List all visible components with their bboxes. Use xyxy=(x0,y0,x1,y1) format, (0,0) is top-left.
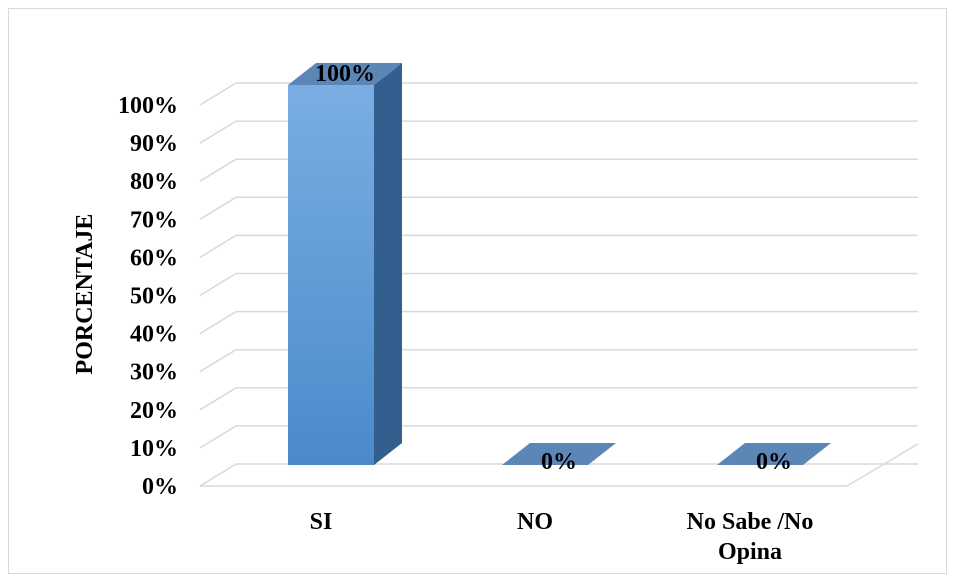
gridline-diagonal xyxy=(199,158,237,182)
y-tick-label: 10% xyxy=(130,436,178,462)
category-label: NO xyxy=(517,509,553,535)
data-label: 0% xyxy=(541,449,577,475)
y-axis-label: PORCENTAJE xyxy=(72,214,98,375)
category-label: SI xyxy=(310,509,333,535)
gridline-diagonal xyxy=(199,425,237,449)
y-tick-label: 30% xyxy=(130,360,178,386)
bar-no xyxy=(502,443,616,465)
y-tick-label: 20% xyxy=(130,398,178,424)
gridline-diagonal xyxy=(199,82,237,106)
category-label: No Sabe /No Opina xyxy=(687,509,814,565)
gridline-diagonal xyxy=(199,349,237,373)
bar-top xyxy=(288,63,402,85)
y-tick-label: 0% xyxy=(142,474,178,500)
y-tick-label: 40% xyxy=(130,322,178,348)
gridline-diagonal xyxy=(199,234,237,259)
bar-side xyxy=(374,63,402,465)
y-tick-label: 50% xyxy=(130,284,178,310)
gridline-diagonal xyxy=(199,310,237,335)
bar-no-sabe-no-opina xyxy=(717,443,831,465)
data-label: 100% xyxy=(315,61,375,87)
y-tick-label: 70% xyxy=(130,207,178,233)
gridline-diagonal xyxy=(199,387,237,411)
x-category-labels: SI NO No Sabe /No Opina xyxy=(310,509,814,565)
bar-top xyxy=(717,443,831,465)
y-tick-label: 60% xyxy=(130,245,178,271)
y-tick-label: 90% xyxy=(130,131,178,157)
gridline-diagonal xyxy=(199,272,237,297)
gridline-diagonal xyxy=(199,120,237,144)
y-tick-labels: 0% 10% 20% 30% 40% 50% 60% 70% 80% 90% 100% xyxy=(118,93,178,500)
chart-frame xyxy=(8,8,947,574)
gridline-diagonal xyxy=(199,196,237,220)
y-tick-label: 80% xyxy=(130,169,178,195)
bar-top xyxy=(502,443,616,465)
floor-edge xyxy=(846,443,919,487)
y-tick-label: 100% xyxy=(118,93,178,119)
data-label: 0% xyxy=(756,449,792,475)
bar-si xyxy=(288,63,402,465)
gridline-diagonal xyxy=(199,463,237,487)
bar-front xyxy=(288,85,374,465)
bars: 100% 0% 0% xyxy=(288,61,831,475)
